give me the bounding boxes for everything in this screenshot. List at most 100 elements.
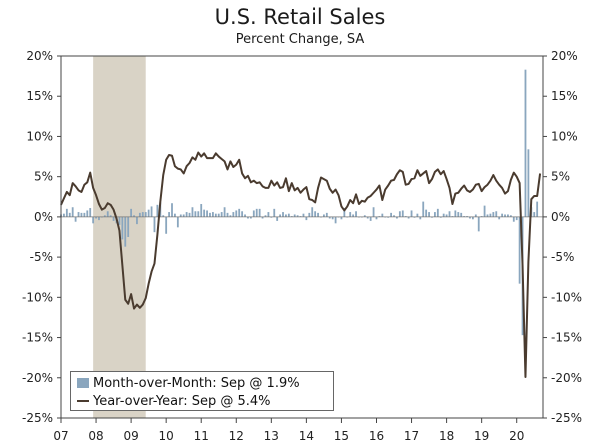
mom-bar [98,216,100,221]
mom-bar [276,216,279,221]
mom-bar [501,213,504,217]
mom-bar [133,215,135,217]
mom-bar [249,216,252,219]
y-tick-label-left: -15% [22,331,53,345]
mom-bar [206,210,208,217]
mom-bar [106,211,109,217]
mom-bar [68,212,71,217]
y-tick-label-left: 15% [26,89,53,103]
mom-bar [179,214,182,217]
x-tick-label: 15 [334,429,349,443]
mom-bar [387,216,390,218]
mom-bar [138,212,141,217]
mom-bar [515,216,518,221]
mom-bar [83,212,86,217]
mom-bar [396,216,398,219]
mom-bar [136,216,138,225]
y-tick-label-left: 5% [34,170,53,184]
mom-bar [454,210,457,217]
mom-bar [188,212,191,217]
mom-bar [390,212,393,217]
y-tick-label-left: -25% [22,411,53,425]
mom-bar [226,212,229,217]
y-tick-label-right: -5% [551,250,574,264]
mom-bar [197,211,200,217]
mom-bar [244,214,246,217]
mom-bar [486,214,489,217]
mom-bar [422,201,425,217]
legend-label-bars: Month-over-Month: Sep @ 1.9% [93,375,300,391]
mom-bar [308,212,311,217]
y-tick-label-left: 10% [26,129,53,143]
mom-bar [340,216,343,220]
mom-bar [466,216,468,217]
mom-bar [270,216,273,218]
y-tick-label-right: 15% [551,89,578,103]
mom-bar [168,212,170,217]
mom-bar [255,208,258,217]
mom-bar [127,216,130,237]
legend-swatch-line [77,400,89,402]
x-tick-label: 16 [369,429,384,443]
mom-bar [165,216,168,234]
mom-bar [282,212,284,217]
mom-bar [211,212,214,217]
mom-bar [209,212,211,217]
chart-title: U.S. Retail Sales [214,5,386,29]
mom-bar [229,215,232,217]
mom-bar [536,201,539,217]
mom-bar [162,215,165,217]
mom-bar [425,209,428,217]
mom-bar [141,212,144,217]
mom-bar [431,216,433,218]
mom-bar [407,216,410,219]
mom-bar [112,216,115,221]
mom-bar [153,216,156,233]
y-tick-label-left: -10% [22,290,53,304]
mom-bar [77,212,80,217]
mom-bar [410,210,413,217]
mom-bar [235,210,238,217]
mom-bar [343,208,346,217]
mom-bar [147,209,150,217]
mom-bar [174,213,176,217]
mom-bar [474,214,477,217]
mom-bar [483,205,486,217]
mom-bar [495,211,498,217]
chart-subtitle: Percent Change, SA [235,32,365,47]
mom-bar [261,216,264,219]
mom-bar [471,216,474,220]
mom-bar [311,207,314,217]
mom-bar [419,216,422,220]
mom-bar [118,216,121,225]
mom-bar [442,213,445,217]
mom-bar [375,216,378,220]
y-tick-label-left: -20% [22,371,53,385]
mom-bar [241,211,244,217]
mom-bar [247,216,249,219]
mom-bar [355,211,357,217]
mom-bar [252,210,255,217]
mom-bar [214,213,217,217]
mom-bar [194,211,197,217]
legend-row-bars: Month-over-Month: Sep @ 1.9% [77,374,300,392]
mom-bar [238,208,241,217]
x-tick-label: 11 [194,429,209,443]
mom-bar [293,214,296,217]
mom-bar [524,69,527,217]
mom-bar [176,216,179,228]
mom-bar [171,203,173,217]
plot-frame [60,55,544,419]
x-tick-label: 07 [53,429,68,443]
x-tick-label: 08 [88,429,103,443]
mom-bar [95,216,97,219]
mom-bar [507,214,509,217]
mom-bar [258,208,261,217]
mom-bar [533,212,536,217]
mom-bar [121,216,124,240]
x-tick-label: 09 [123,429,138,443]
mom-bar [416,213,419,217]
mom-bar [287,213,290,217]
mom-bar [144,212,147,217]
mom-bar [366,216,369,219]
